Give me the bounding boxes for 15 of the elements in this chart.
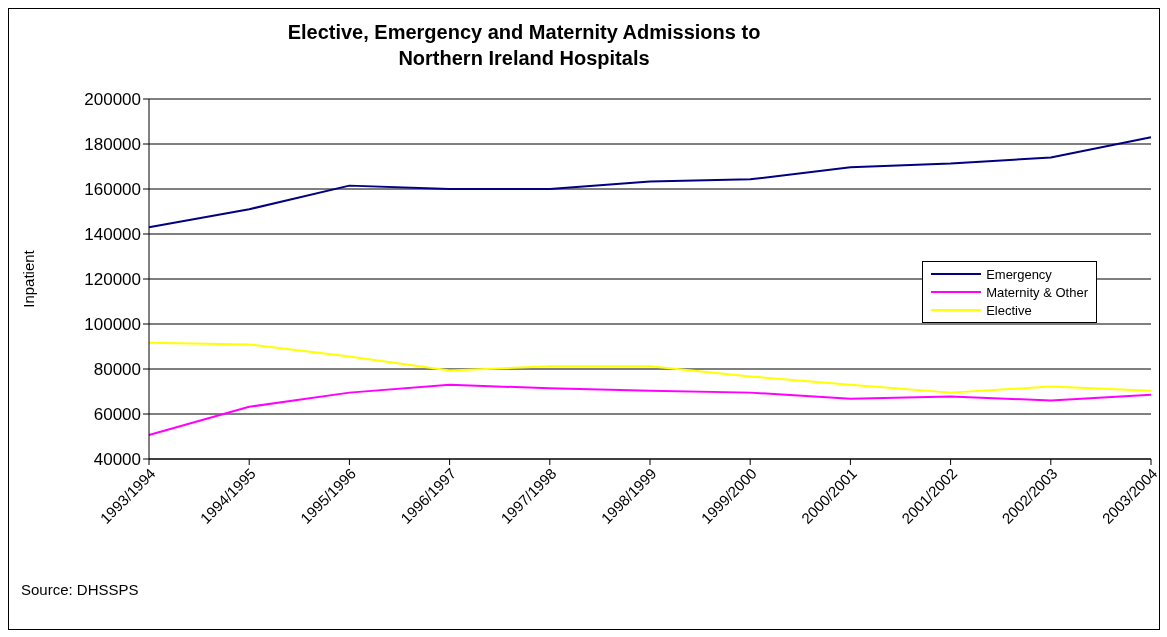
- y-tick-label: 140000: [84, 225, 141, 245]
- y-tick-label: 120000: [84, 270, 141, 290]
- y-tick-label: 200000: [84, 90, 141, 110]
- y-tick-label: 60000: [93, 405, 141, 425]
- legend-label: Emergency: [986, 266, 1052, 282]
- legend-label: Elective: [986, 302, 1032, 318]
- y-tick-label: 160000: [84, 180, 141, 200]
- y-tick-label: 40000: [93, 450, 141, 470]
- source-note: Source: DHSSPS: [21, 581, 139, 598]
- y-tick-label: 100000: [84, 315, 141, 335]
- y-tick-label: 180000: [84, 135, 141, 155]
- y-tick-label: 80000: [93, 360, 141, 380]
- chart-title: Elective, Emergency and Maternity Admissions to Northern Ireland Hospitals: [286, 20, 762, 71]
- y-axis-title: Inpatient: [20, 249, 38, 308]
- legend-label: Maternity & Other: [986, 284, 1088, 300]
